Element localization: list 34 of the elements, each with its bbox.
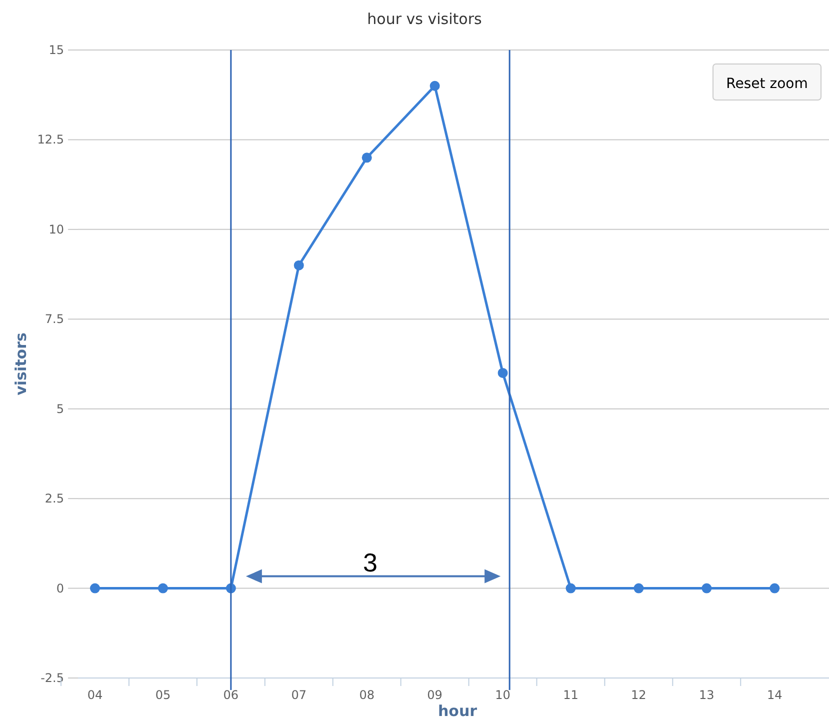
annotation: 3 (363, 547, 378, 578)
x-tick-label: 07 (291, 688, 307, 702)
annotation: Reset zoom (726, 76, 808, 92)
y-tick-label: 15 (48, 43, 64, 57)
point (634, 583, 644, 594)
x-tick-label: 06 (223, 688, 239, 702)
point (158, 583, 168, 594)
x-axis-title: hour (438, 702, 478, 719)
y-tick-label: 0 (56, 581, 64, 596)
x-tick-label: 13 (699, 688, 714, 702)
y-tick-label: 5 (56, 402, 64, 416)
point (90, 583, 100, 594)
x-tick-label: 05 (155, 688, 171, 702)
y-axis-title: visitors (12, 332, 30, 396)
y-tick-label: 12.5 (37, 132, 64, 147)
x-tick-label: 14 (766, 688, 782, 702)
point (430, 80, 440, 91)
x-tick-label: 12 (631, 688, 646, 702)
point (294, 260, 304, 270)
x-tick-label: 09 (427, 688, 442, 702)
y-tick-label: 10 (48, 222, 64, 236)
point (770, 583, 780, 594)
y-tick-label: 7.5 (44, 312, 64, 326)
point (362, 152, 372, 163)
point (498, 368, 508, 378)
y-tick-label: -2.5 (40, 671, 64, 685)
point (566, 583, 576, 594)
y-tick-label: 2.5 (44, 492, 64, 506)
chart-title: hour vs visitors (367, 10, 482, 28)
x-tick-label: 10 (495, 688, 510, 702)
x-tick-label: 04 (87, 688, 103, 702)
point (702, 583, 712, 594)
x-tick-label: 11 (563, 688, 578, 702)
x-tick-label: 08 (359, 688, 374, 702)
